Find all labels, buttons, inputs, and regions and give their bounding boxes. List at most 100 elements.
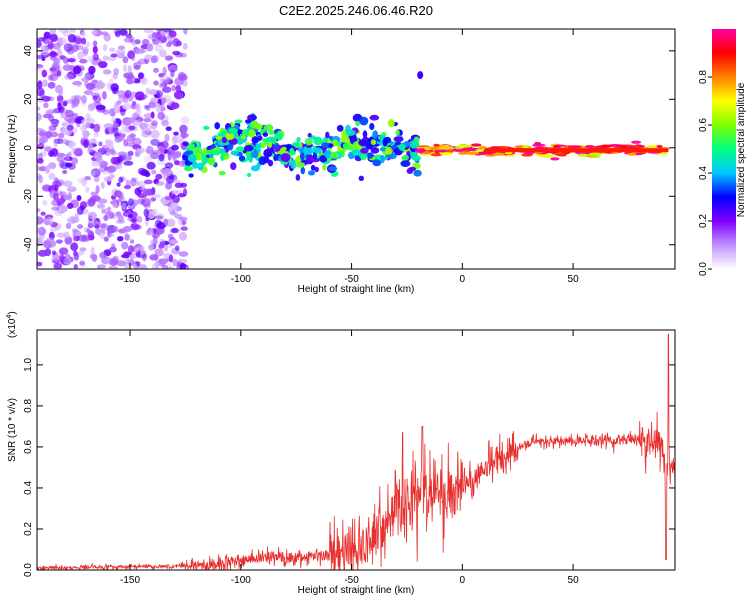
spectrogram-cell bbox=[114, 30, 121, 38]
snr-panel: -150 -100 -50 0 50 0.0 0.2 0.4 0.6 0.8 1.0 Height… bbox=[6, 311, 676, 596]
colorbar-tick-label: 0.2 bbox=[698, 214, 709, 228]
spectrogram-cell bbox=[171, 84, 176, 92]
spectrogram-cell bbox=[93, 132, 99, 138]
spectrogram-cell bbox=[52, 258, 60, 264]
spectrogram-cell bbox=[408, 166, 417, 172]
spectrogram-cell bbox=[457, 151, 469, 155]
snr-y-ticks: 0.0 0.2 0.4 0.6 0.8 1.0 bbox=[23, 357, 675, 577]
spectrogram-cell bbox=[44, 146, 53, 152]
spectrogram-cell bbox=[90, 191, 98, 197]
spectrogram-cell bbox=[114, 101, 119, 107]
snr-x-ticks: -150 -100 -50 0 50 bbox=[120, 330, 579, 586]
spectrogram-cell bbox=[180, 52, 187, 58]
spectrogram-cell bbox=[86, 228, 91, 233]
spectrogram-cell bbox=[235, 146, 245, 152]
spectrogram-cell bbox=[117, 155, 123, 163]
spectrogram-cell bbox=[475, 148, 485, 152]
spectrogram-cell bbox=[173, 91, 182, 99]
spectrogram-cell bbox=[124, 99, 130, 104]
spectrogram-cell bbox=[73, 264, 78, 269]
spectrogram-cell bbox=[37, 227, 44, 234]
spectrogram-cell bbox=[369, 114, 380, 121]
spectrogram-cell bbox=[203, 125, 210, 130]
spectrogram-cell bbox=[109, 233, 115, 238]
spectrogram-cell bbox=[141, 38, 150, 46]
spectrogram-cell bbox=[117, 214, 124, 223]
spectrogram-cell bbox=[83, 74, 91, 80]
spectrogram-cell bbox=[117, 45, 126, 50]
spectrogram-cell bbox=[178, 231, 187, 241]
spectrogram-cell bbox=[355, 120, 361, 127]
colorbar-ticks: 0.0 0.2 0.4 0.6 0.8 bbox=[698, 70, 712, 276]
spectrogram-cell bbox=[77, 177, 87, 184]
spectrogram-cell bbox=[159, 49, 167, 58]
spectrogram-cell bbox=[124, 258, 133, 265]
spectrogram-cell bbox=[158, 243, 165, 249]
spectrogram-cell bbox=[41, 184, 52, 192]
spectrogram-cell bbox=[69, 29, 76, 33]
spectrogram-cell bbox=[94, 224, 100, 229]
spectrogram-cell bbox=[64, 73, 74, 81]
spectrogram-cell bbox=[167, 233, 174, 239]
spectrogram-cell bbox=[127, 150, 134, 157]
spectrogram-cell bbox=[308, 170, 315, 176]
spectrogram-cell bbox=[110, 53, 118, 58]
spectrogram-cell bbox=[144, 54, 153, 60]
spectrogram-cell bbox=[127, 245, 135, 253]
spectrogram-cell bbox=[177, 71, 186, 80]
spectrogram-cell bbox=[290, 161, 297, 169]
spectrogram-cell bbox=[123, 251, 132, 256]
spectrogram-cell bbox=[471, 143, 482, 147]
spectrogram-cell bbox=[62, 100, 68, 107]
spectrogram-cell bbox=[115, 49, 126, 55]
spectrogram-cell bbox=[65, 222, 72, 230]
spectrogram-cell bbox=[188, 173, 194, 178]
spectrogram-cell bbox=[108, 212, 115, 219]
spectrogram-cell bbox=[153, 67, 159, 73]
colorbar-tick-label: 0.6 bbox=[698, 118, 709, 132]
spectrogram-cell bbox=[325, 131, 330, 139]
x-tick-label: -100 bbox=[231, 575, 251, 586]
spectrogram-cell bbox=[295, 174, 301, 181]
spectrogram-cell bbox=[82, 130, 90, 138]
spectrogram-cell bbox=[175, 40, 182, 47]
spectrogram-cell bbox=[77, 224, 84, 230]
spectrogram-cell bbox=[180, 182, 188, 188]
spectrogram-cell bbox=[188, 143, 196, 151]
spectrogram-cell bbox=[131, 177, 138, 182]
spectrogram-cell bbox=[53, 138, 58, 148]
y-tick-label: 0 bbox=[23, 145, 34, 151]
spectrogram-cell bbox=[48, 162, 57, 170]
spectrogram-cell bbox=[81, 31, 86, 37]
spectrogram-cell bbox=[124, 234, 131, 241]
spectrogram-cell bbox=[289, 147, 295, 154]
spectrogram-cell bbox=[67, 186, 77, 193]
spectrogram-cell bbox=[299, 152, 305, 161]
spectrogram-cell bbox=[128, 125, 136, 131]
spectrogram-cell bbox=[81, 46, 89, 55]
spectrogram-cell bbox=[119, 192, 125, 201]
spectrogram-cell bbox=[101, 31, 109, 36]
spectrogram-cell bbox=[170, 202, 179, 210]
spectrogram-cell bbox=[158, 153, 165, 162]
spectrogram-cell bbox=[262, 132, 269, 138]
spectrogram-cell bbox=[49, 227, 59, 232]
spectrogram-cell bbox=[140, 77, 148, 85]
spectrogram-cell bbox=[616, 144, 627, 148]
spectrogram-cell bbox=[99, 252, 107, 259]
spectrogram-cell bbox=[116, 260, 127, 267]
spectrogram-cell bbox=[116, 182, 121, 187]
spectrogram-cell bbox=[115, 135, 125, 142]
spectrogram-cell bbox=[92, 53, 100, 61]
spectrogram-cell bbox=[370, 139, 377, 146]
spectrogram-cell bbox=[553, 145, 561, 149]
spectrogram-cell bbox=[102, 55, 109, 61]
spectrogram-cell bbox=[157, 111, 165, 120]
spectrogram-cell bbox=[71, 44, 79, 52]
spectrogram-cell bbox=[134, 39, 141, 45]
spectrogram-cell bbox=[298, 142, 303, 148]
spectrogram-cell bbox=[71, 216, 80, 224]
spectrogram-cell bbox=[51, 206, 59, 211]
spectrogram-cell bbox=[134, 151, 140, 158]
